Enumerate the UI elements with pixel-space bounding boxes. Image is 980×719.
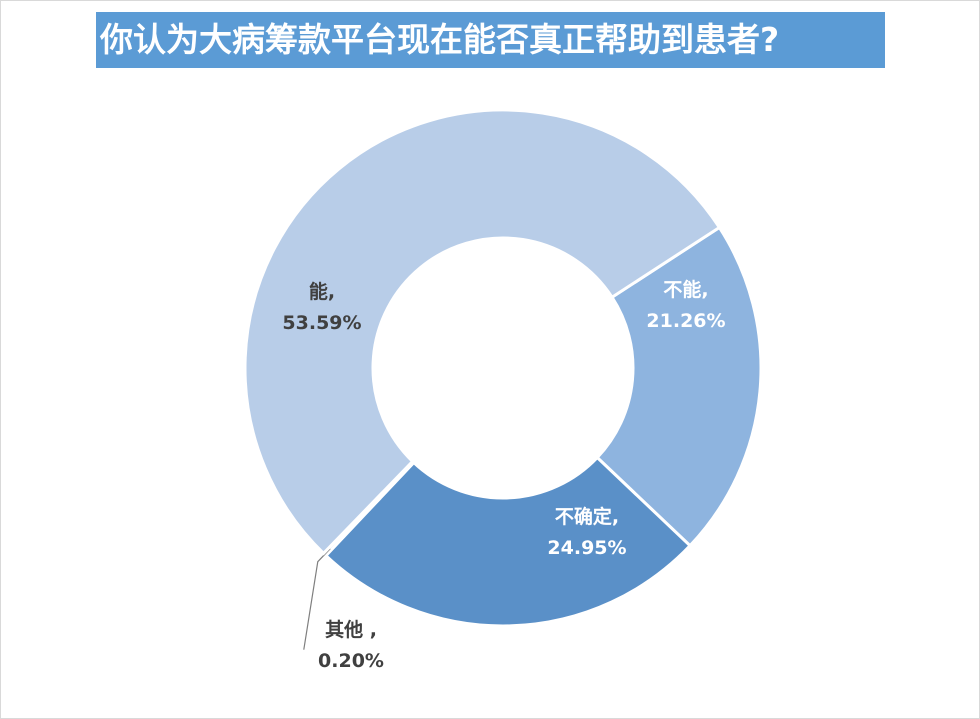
slice-label-value: 0.20% xyxy=(318,650,384,672)
donut-slice-1 xyxy=(323,455,693,628)
chart-title: 你认为大病筹款平台现在能否真正帮助到患者? xyxy=(96,12,885,68)
donut-slice-3 xyxy=(243,108,722,556)
slice-label-name: 能, xyxy=(309,280,335,303)
donut-slice-0 xyxy=(595,225,763,548)
slice-label-name: 其他 , xyxy=(325,618,377,641)
leader-line xyxy=(303,548,331,650)
slice-label-name: 不能, xyxy=(663,278,708,301)
slice-label-name: 不确定, xyxy=(555,505,619,528)
slice-label-value: 24.95% xyxy=(547,537,626,559)
slice-label-value: 21.26% xyxy=(646,310,725,332)
slice-label-value: 53.59% xyxy=(282,312,361,334)
